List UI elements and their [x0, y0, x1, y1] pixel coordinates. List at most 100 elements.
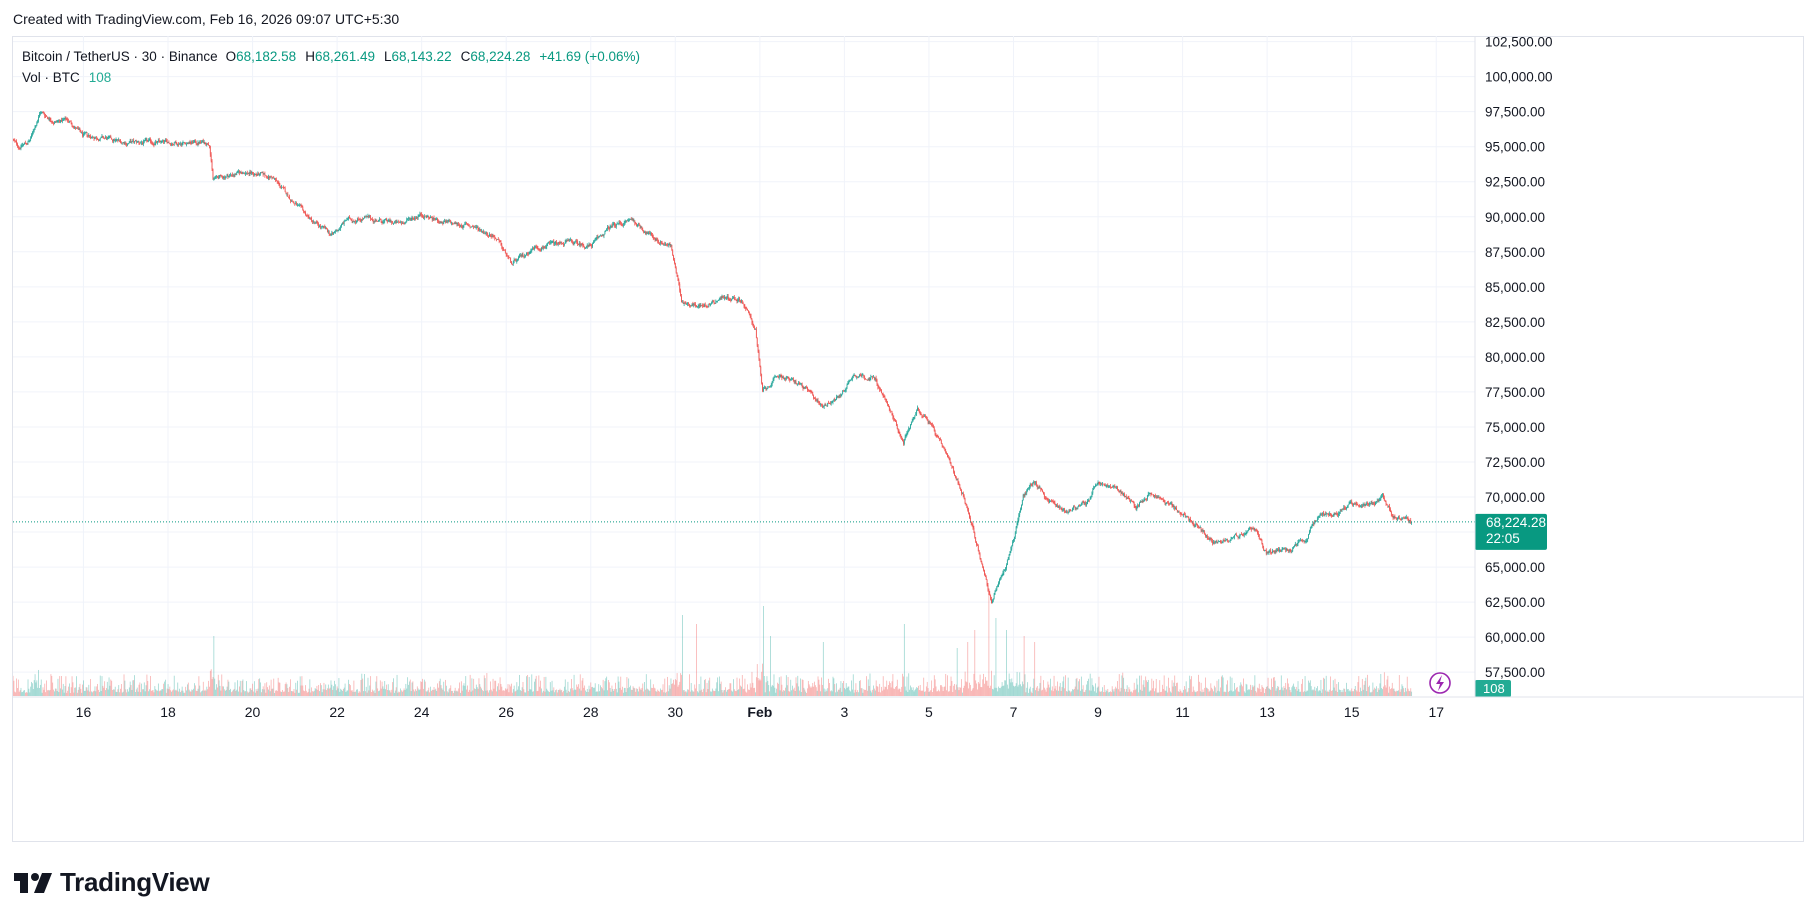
volume-bar — [1148, 691, 1150, 696]
volume-bar — [392, 682, 394, 696]
volume-bar — [559, 688, 561, 696]
volume-bar — [1309, 680, 1311, 696]
volume-bar — [187, 684, 188, 696]
candle-body — [1164, 502, 1166, 504]
candle-body — [488, 235, 490, 237]
volume-bar — [630, 689, 632, 696]
volume-bar — [606, 676, 608, 696]
tradingview-logo[interactable]: TradingView — [14, 867, 210, 898]
candle-body — [1264, 549, 1265, 551]
volume-bar — [934, 679, 936, 696]
volume-bar — [1014, 685, 1016, 696]
candle-body — [903, 440, 905, 444]
volume-bar — [1093, 686, 1095, 696]
candle-body — [57, 120, 59, 122]
candle-body — [779, 375, 781, 377]
volume-bar — [275, 690, 277, 696]
volume-bar — [787, 677, 789, 696]
volume-bar — [1071, 691, 1073, 696]
volume-bar — [476, 687, 478, 696]
volume-bar — [1160, 692, 1162, 696]
volume-bar — [622, 686, 623, 696]
volume-bar — [1332, 680, 1334, 696]
candle-body — [676, 272, 678, 277]
candle-body — [1389, 506, 1391, 510]
volume-bar — [1005, 680, 1007, 696]
candle-body — [799, 382, 800, 385]
y-tick-label: 72,500.00 — [1485, 455, 1545, 470]
volume-bar — [519, 690, 521, 696]
volume-bar — [1213, 685, 1215, 696]
candle-body — [265, 175, 267, 177]
volume-bar — [73, 692, 75, 696]
candle-body — [290, 200, 292, 202]
candle-body — [411, 217, 413, 219]
volume-bar — [408, 681, 410, 696]
volume-bar — [109, 685, 111, 696]
candle-body — [696, 305, 697, 308]
candle-body — [1339, 511, 1340, 514]
candle-body — [382, 222, 384, 224]
volume-bar — [286, 684, 288, 696]
volume-bar — [1169, 687, 1170, 696]
candle-body — [129, 140, 131, 142]
candle-body — [466, 223, 468, 225]
candle-body — [425, 216, 427, 218]
volume-bar — [814, 681, 815, 696]
candle-body — [844, 390, 846, 392]
candle-body — [900, 435, 902, 437]
volume-bar — [1121, 675, 1123, 696]
candle-body — [875, 377, 877, 380]
candle-body — [53, 123, 54, 124]
candle-body — [215, 176, 217, 178]
volume-bar — [824, 691, 826, 696]
candle-body — [620, 223, 622, 224]
volume-bar — [320, 683, 321, 696]
volume-bar — [1392, 688, 1394, 696]
candle-body — [1313, 523, 1315, 525]
candle-body — [85, 132, 87, 133]
volume-bar — [600, 687, 602, 696]
candle-body — [1386, 504, 1388, 505]
volume-bar — [724, 689, 726, 696]
candle-body — [322, 226, 324, 227]
volume-bar — [611, 685, 613, 696]
candle-body — [657, 239, 659, 242]
volume-bar — [667, 676, 668, 696]
volume-bar — [489, 681, 491, 696]
candle-body — [660, 241, 662, 243]
candle-body — [911, 421, 913, 422]
candle-body — [1273, 551, 1275, 553]
candle-body — [1349, 502, 1351, 504]
volume-bar — [535, 675, 537, 696]
candle-body — [744, 306, 746, 309]
volume-bar — [909, 689, 911, 696]
candle-body — [714, 303, 716, 304]
candle-body — [1081, 502, 1083, 504]
volume-bar — [453, 690, 455, 696]
candle-body — [1161, 498, 1162, 499]
volume-bar — [307, 691, 309, 696]
candle-body — [188, 142, 190, 144]
volume-bar — [455, 691, 457, 696]
candle-body — [416, 217, 418, 218]
volume-bar — [333, 686, 335, 696]
candle-body — [722, 296, 724, 298]
volume-bar — [1151, 678, 1153, 696]
volume-bar — [454, 687, 456, 696]
candle-body — [69, 121, 71, 122]
candle-body — [439, 221, 441, 224]
candle-body — [711, 303, 712, 305]
candle-body — [269, 176, 271, 178]
volume-bar — [194, 683, 195, 696]
candle-body — [1407, 518, 1409, 521]
candle-body — [1391, 514, 1393, 516]
volume-bar — [1084, 691, 1086, 696]
candle-body — [681, 302, 683, 303]
candle-body — [1008, 555, 1010, 559]
volume-bar — [242, 679, 244, 696]
candle-body — [943, 446, 945, 448]
candle-body — [1242, 534, 1243, 536]
candle-body — [1115, 486, 1117, 488]
